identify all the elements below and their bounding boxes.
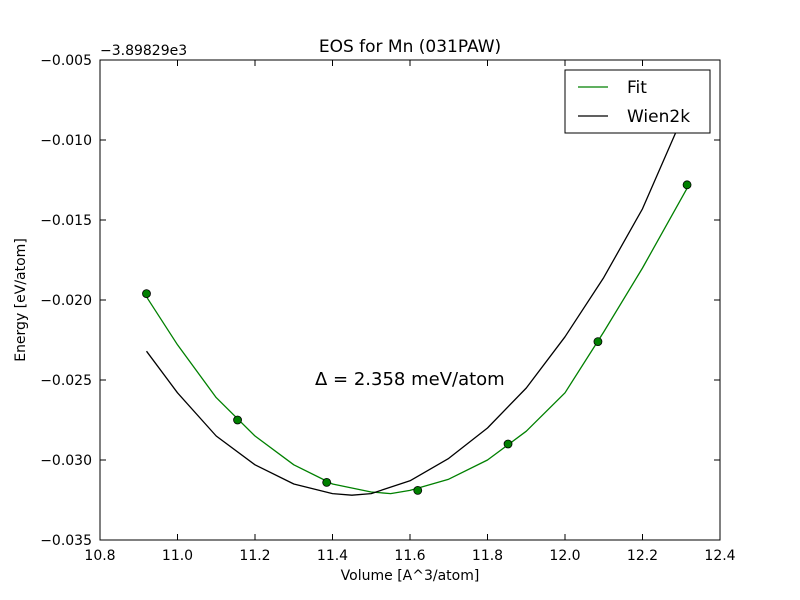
axis-ticks: 10.8 11.0 11.2 11.4 11.6 11.8 12.0 12.2 12.4 −0.0… <box>40 53 735 564</box>
data-point <box>413 485 423 495</box>
x-tick-label: 10.8 <box>84 548 115 564</box>
x-tick-label: 11.4 <box>317 548 348 564</box>
legend: Fit Wien2k <box>564 69 711 134</box>
y-tick-label: −0.010 <box>40 133 92 149</box>
x-tick-label: 11.2 <box>239 548 270 564</box>
plot-content <box>142 128 692 496</box>
x-tick-label: 12.0 <box>549 548 580 564</box>
x-tick-label: 12.4 <box>704 548 735 564</box>
y-tick-label: −0.035 <box>40 533 92 549</box>
y-tick-label: −0.005 <box>40 53 92 69</box>
y-tick-label: −0.020 <box>40 293 92 309</box>
x-tick-label: 12.2 <box>627 548 658 564</box>
legend-wien2k-label: Wien2k <box>627 107 690 127</box>
legend-box <box>564 69 711 134</box>
delta-annotation: Δ = 2.358 meV/atom <box>315 369 505 390</box>
y-axis-label: Energy [eV/atom] <box>13 238 29 362</box>
y-tick-label: −0.015 <box>40 213 92 229</box>
x-tick-label: 11.0 <box>162 548 193 564</box>
data-point <box>142 289 151 299</box>
x-axis-label: Volume [A^3/atom] <box>341 568 480 584</box>
x-tick-label: 11.6 <box>394 548 425 564</box>
series-line-wien2k <box>145 128 678 496</box>
data-point <box>593 337 603 347</box>
x-tick-label: 11.8 <box>472 548 503 564</box>
y-tick-label: −0.025 <box>40 373 92 389</box>
data-point <box>682 180 692 190</box>
data-point <box>233 415 242 425</box>
data-point <box>322 477 332 487</box>
legend-fit-label: Fit <box>627 78 647 98</box>
y-tick-label: −0.030 <box>40 453 92 469</box>
data-point <box>503 439 513 449</box>
chart-title: EOS for Mn (031PAW) <box>319 37 501 57</box>
y-offset-label: −3.89829e3 <box>100 43 187 59</box>
